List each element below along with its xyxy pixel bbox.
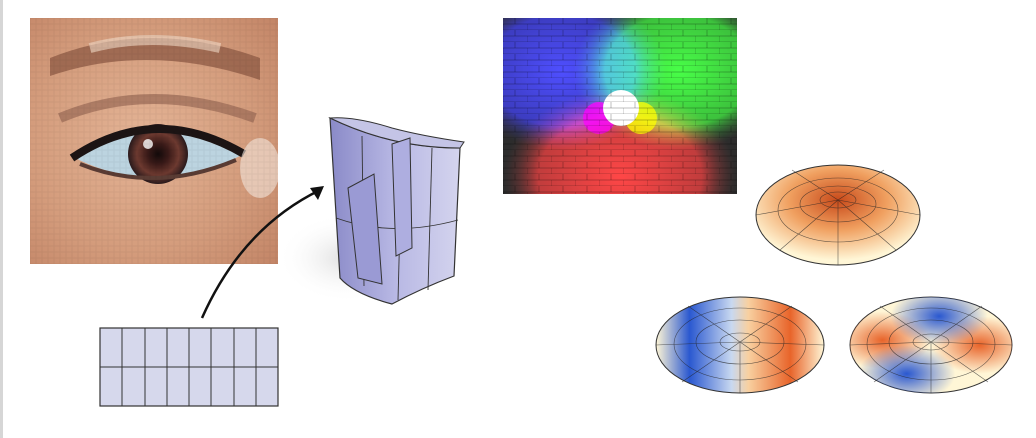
mapping-arrow bbox=[200, 186, 324, 319]
rgb-spotlights-icon bbox=[503, 18, 737, 194]
pixelated-eye-icon bbox=[30, 18, 278, 264]
harmonic-center-icon bbox=[755, 164, 921, 266]
rgb-light-mixing-photo bbox=[503, 18, 737, 194]
harmonic-plot-right bbox=[846, 292, 1016, 398]
grid-to-surface-mapping-icon bbox=[99, 117, 465, 407]
harmonic-bipolar-icon bbox=[655, 296, 825, 394]
eye-photo bbox=[30, 18, 278, 264]
surface-mapping-diagram bbox=[92, 108, 472, 420]
harmonic-plot-top bbox=[752, 160, 924, 270]
curved-surface bbox=[328, 117, 465, 305]
flat-grid bbox=[99, 327, 279, 407]
harmonic-plot-left bbox=[652, 292, 828, 398]
left-edge-rule bbox=[0, 0, 3, 438]
harmonic-quadrupolar-icon bbox=[849, 296, 1013, 394]
